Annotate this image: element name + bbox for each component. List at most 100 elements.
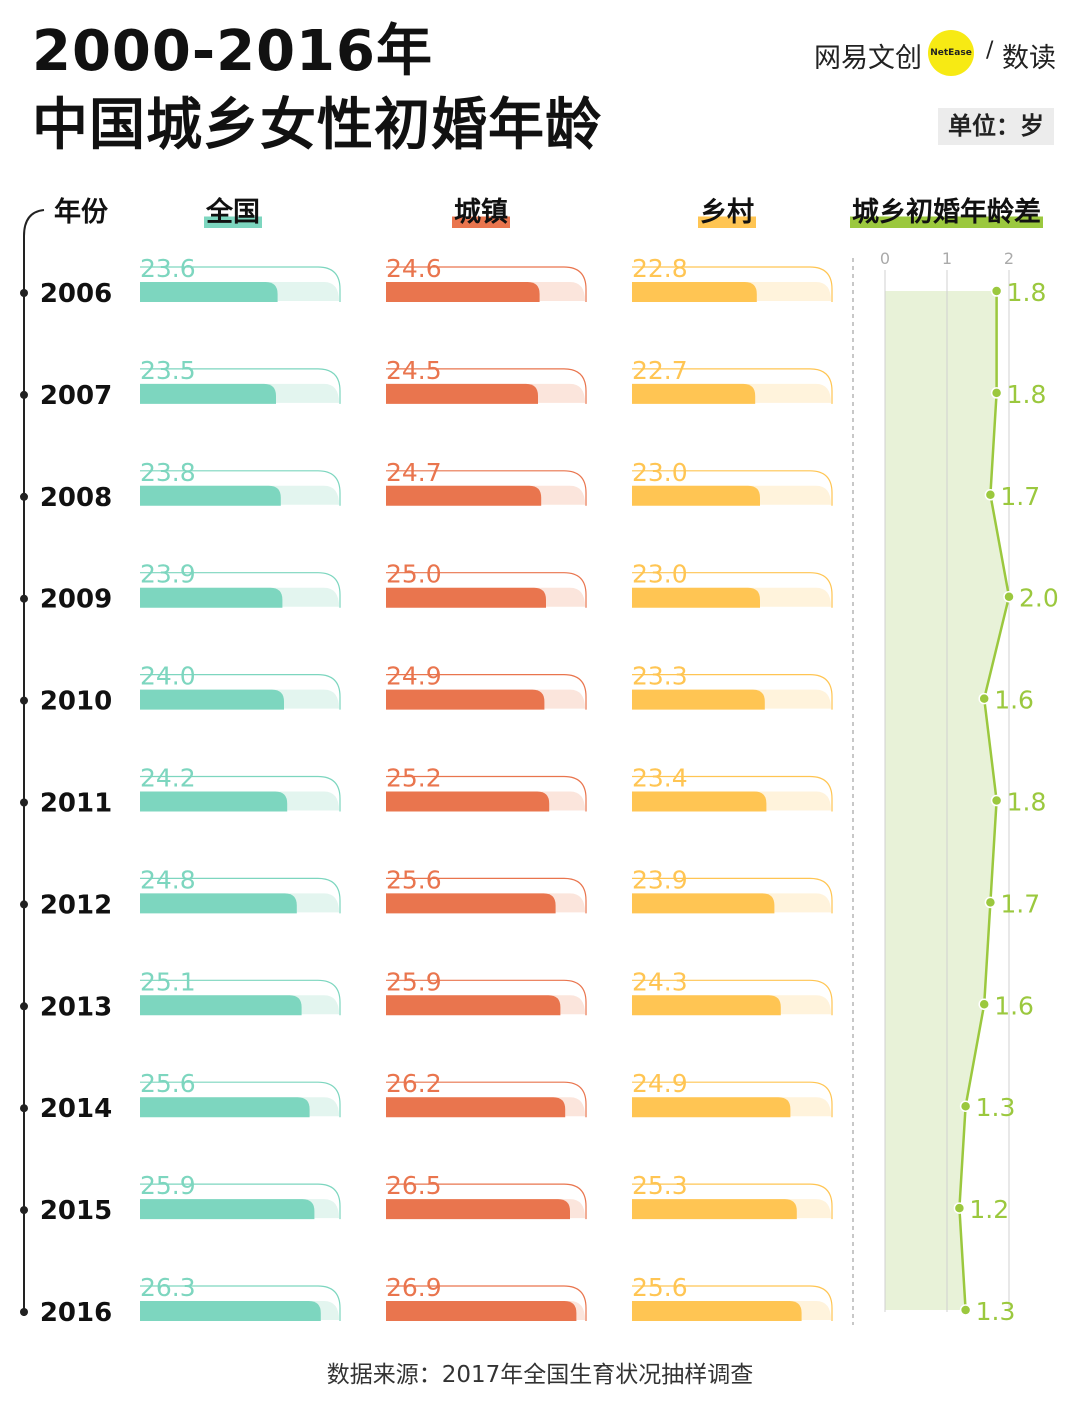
year-label: 2008 xyxy=(40,483,112,513)
national-bar-track xyxy=(140,674,341,710)
urban-value-label: 26.9 xyxy=(386,1273,442,1302)
national-value-label: 23.9 xyxy=(140,560,196,589)
national-bar-track xyxy=(140,979,341,1016)
difference-value-label: 1.8 xyxy=(1007,278,1047,307)
year-label: 2013 xyxy=(40,992,112,1022)
year-label: 2010 xyxy=(40,687,112,717)
urban-value-label: 25.9 xyxy=(386,967,442,996)
urban-bar xyxy=(386,995,561,1016)
urban-bar-track xyxy=(386,266,587,302)
urban-value-label: 25.6 xyxy=(386,865,442,894)
difference-value-label: 1.6 xyxy=(994,686,1034,715)
national-bar-track xyxy=(140,1183,341,1220)
rural-bar xyxy=(632,383,756,404)
difference-point xyxy=(990,387,1003,399)
national-bar-track xyxy=(140,877,341,914)
difference-value-label: 1.3 xyxy=(976,1297,1016,1326)
urban-bar xyxy=(386,485,542,506)
national-bar xyxy=(140,995,302,1016)
urban-bar-track xyxy=(386,1183,587,1220)
rural-bar-track xyxy=(632,674,833,710)
urban-bar-track xyxy=(386,877,587,914)
difference-point xyxy=(984,489,997,501)
rural-bar xyxy=(632,587,760,608)
national-bar xyxy=(140,485,281,506)
national-bar xyxy=(140,893,297,914)
year-label: 2014 xyxy=(40,1094,112,1124)
difference-value-label: 1.2 xyxy=(969,1195,1009,1224)
difference-tick-label: 1 xyxy=(942,249,952,268)
national-value-label: 24.0 xyxy=(140,662,196,691)
national-value-label: 23.5 xyxy=(140,356,196,385)
national-bar xyxy=(140,1097,310,1118)
difference-point xyxy=(959,1100,972,1112)
rural-bar xyxy=(632,995,781,1016)
timeline-dot xyxy=(20,1002,28,1011)
rural-bar xyxy=(632,1097,791,1118)
national-bar-track xyxy=(140,368,341,404)
year-label: 2012 xyxy=(40,890,112,920)
urban-bar-track xyxy=(386,1081,587,1118)
urban-value-label: 25.0 xyxy=(386,560,442,589)
timeline-dot xyxy=(20,289,28,297)
national-value-label: 24.8 xyxy=(140,865,196,894)
national-bar xyxy=(140,791,288,812)
national-bar xyxy=(140,383,276,404)
timeline-dot xyxy=(20,1104,28,1113)
rural-bar xyxy=(632,689,765,710)
year-label: 2016 xyxy=(40,1298,112,1328)
national-bar-track xyxy=(140,572,341,608)
brand-sub: 数读 xyxy=(1002,43,1056,74)
rural-value-label: 23.9 xyxy=(632,865,688,894)
rural-bar-track xyxy=(632,877,833,914)
difference-point xyxy=(984,896,997,909)
difference-value-label: 1.8 xyxy=(1007,788,1047,817)
rural-bar-track xyxy=(632,470,833,506)
urban-bar-track xyxy=(386,572,587,608)
urban-column-header: 城镇 xyxy=(452,197,510,228)
difference-value-label: 1.3 xyxy=(976,1093,1016,1122)
year-column-header: 年份 xyxy=(54,197,108,228)
year-label: 2009 xyxy=(40,585,112,615)
urban-bar xyxy=(386,689,545,710)
national-value-label: 25.1 xyxy=(140,967,196,996)
difference-point xyxy=(990,794,1003,807)
national-bar-track xyxy=(140,266,341,302)
national-value-label: 25.9 xyxy=(140,1171,196,1200)
difference-point xyxy=(953,1202,966,1214)
urban-bar-track xyxy=(386,1285,587,1321)
difference-point xyxy=(990,285,1003,297)
urban-bar xyxy=(386,1199,570,1220)
timeline-dot xyxy=(20,1206,28,1215)
national-bar xyxy=(140,282,278,302)
difference-point xyxy=(978,692,990,705)
urban-bar xyxy=(386,587,546,608)
rural-value-label: 24.3 xyxy=(632,967,688,996)
difference-value-label: 1.8 xyxy=(1007,380,1047,409)
difference-value-label: 1.7 xyxy=(1000,889,1040,918)
unit-label: 单位：岁 xyxy=(938,108,1054,145)
urban-bar xyxy=(386,893,556,914)
urban-bar-track xyxy=(386,979,587,1016)
rural-value-label: 25.3 xyxy=(632,1171,688,1200)
national-column-header: 全国 xyxy=(204,197,262,228)
brand-name: 网易文创 xyxy=(814,43,922,74)
difference-value-label: 2.0 xyxy=(1019,584,1059,613)
national-value-label: 25.6 xyxy=(140,1069,196,1098)
national-bar xyxy=(140,1301,321,1321)
urban-value-label: 24.7 xyxy=(386,458,442,487)
rural-bar xyxy=(632,282,757,302)
rural-value-label: 23.3 xyxy=(632,662,688,691)
rural-bar xyxy=(632,893,775,914)
national-bar xyxy=(140,587,283,608)
brand-badge: NetEase xyxy=(928,30,974,76)
urban-bar xyxy=(386,791,550,812)
national-value-label: 26.3 xyxy=(140,1273,196,1302)
national-bar-track xyxy=(140,1285,341,1321)
urban-bar-track xyxy=(386,775,587,812)
rural-bar-track xyxy=(632,1285,833,1321)
page-subtitle: 中国城乡女性初婚年龄 xyxy=(32,93,602,158)
year-label: 2015 xyxy=(40,1196,112,1226)
difference-point xyxy=(978,998,990,1011)
rural-bar-track xyxy=(632,572,833,608)
